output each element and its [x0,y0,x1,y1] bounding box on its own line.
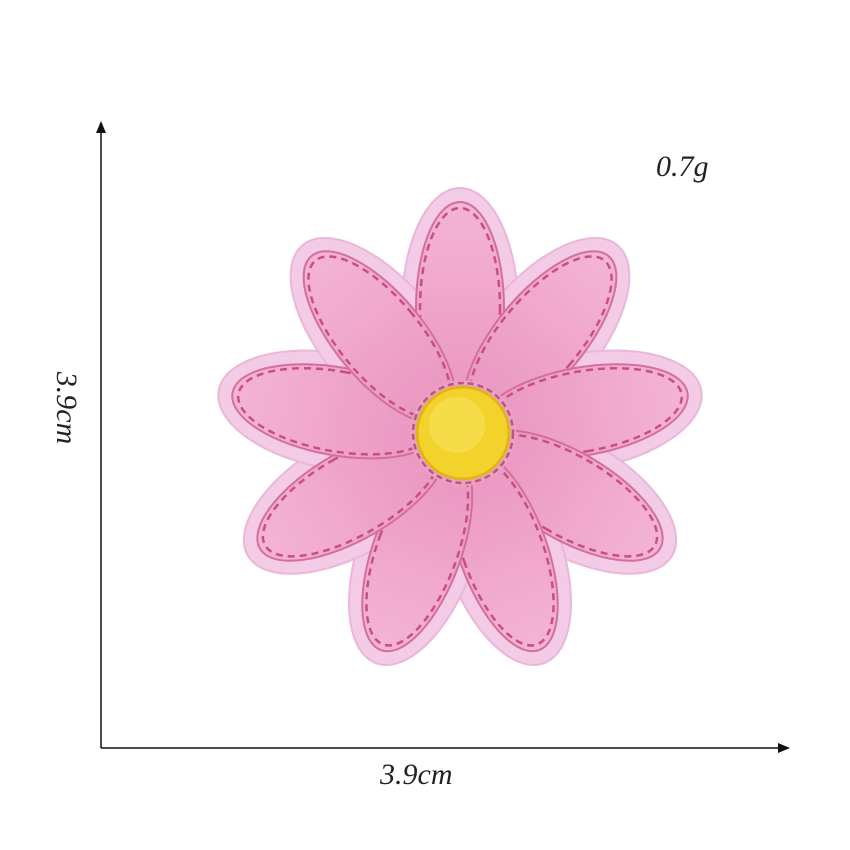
flower-center [410,380,516,486]
weight-label: 0.7g [656,150,709,183]
width-label: 3.9cm [380,758,453,791]
height-label: 3.9cm [50,371,83,445]
width-axis-arrow [778,743,790,753]
height-axis-arrow [96,121,106,133]
